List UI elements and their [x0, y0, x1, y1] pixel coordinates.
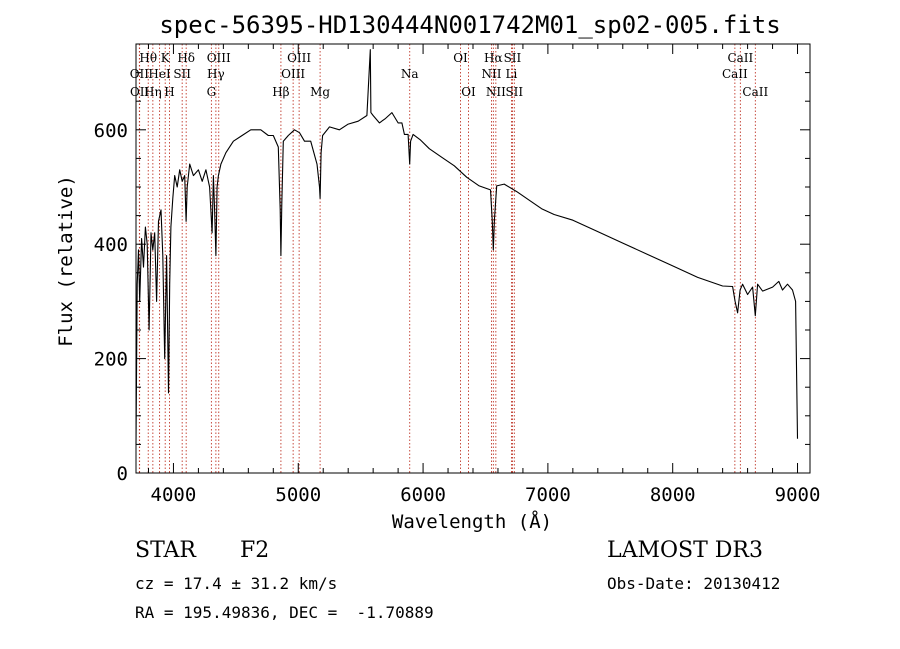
spectral-line-label: SII — [173, 67, 191, 81]
observation-date: Obs-Date: 20130412 — [607, 574, 781, 593]
spectral-line-label: Mg — [310, 85, 330, 99]
spectral-line-label: OIII — [287, 51, 311, 65]
x-tick-label: 8000 — [650, 484, 696, 506]
x-tick-label: 6000 — [400, 484, 446, 506]
x-tick-label: 4000 — [151, 484, 197, 506]
spectral-line-label: Hθ — [139, 51, 157, 65]
spectral-line-markers — [138, 44, 756, 473]
spectral-line-label: CaII — [722, 67, 748, 81]
y-tick-label: 200 — [94, 349, 128, 371]
spectral-line-label: Li — [506, 67, 518, 81]
spectral-line-label: SII — [505, 85, 523, 99]
spectral-line-label: OI — [453, 51, 468, 65]
axis-ticks — [136, 44, 810, 474]
x-tick-label: 7000 — [525, 484, 571, 506]
spectral-line-label: Hβ — [272, 85, 289, 99]
spectral-line-label: OII — [130, 67, 150, 81]
spectral-line-label: OII — [130, 85, 150, 99]
spectral-line-label: NII — [486, 85, 506, 99]
spectral-line-label: CaII — [727, 51, 753, 65]
axis-tick-labels: 4000 5000 6000 7000 8000 9000 0 200 400 600 — [94, 120, 821, 506]
spectral-line-label: G — [207, 85, 217, 99]
spectral-line-label: CaII — [742, 85, 768, 99]
survey-name: LAMOST DR3 — [607, 538, 763, 563]
spectral-line-label: Na — [401, 67, 419, 81]
spectral-line-label: SII — [504, 51, 522, 65]
x-axis-label: Wavelength (Å) — [392, 510, 552, 533]
y-tick-label: 600 — [94, 120, 128, 142]
spectral-line-label: H — [164, 85, 174, 99]
plot-frame — [135, 43, 811, 474]
spectral-line-label: Hα — [484, 51, 503, 65]
spectral-line-label: K — [161, 51, 171, 65]
spectral-line-label: Hγ — [207, 67, 225, 81]
spectral-line-label: HeI — [148, 67, 171, 81]
coordinates-info: RA = 195.49836, DEC = -1.70889 — [135, 603, 434, 622]
spectrum-series-line — [135, 49, 799, 445]
redshift-info: cz = 17.4 ± 31.2 km/s — [135, 574, 338, 593]
y-tick-label: 0 — [117, 463, 128, 485]
spectral-line-label: Hδ — [177, 51, 195, 65]
y-tick-label: 400 — [94, 234, 128, 256]
x-tick-label: 9000 — [775, 484, 821, 506]
spectral-line-label: Hη — [144, 85, 162, 99]
spectral-line-label: OIII — [281, 67, 305, 81]
object-class: STAR — [135, 538, 196, 563]
spectral-line-label: NII — [481, 67, 501, 81]
x-tick-label: 5000 — [275, 484, 321, 506]
y-axis-label: Flux (relative) — [55, 175, 77, 347]
spectral-line-label: OIII — [207, 51, 231, 65]
chart-title: spec-56395-HD130444N001742M01_sp02-005.f… — [159, 11, 780, 39]
spectral-line-label: OI — [461, 85, 476, 99]
object-subclass: F2 — [240, 538, 270, 563]
